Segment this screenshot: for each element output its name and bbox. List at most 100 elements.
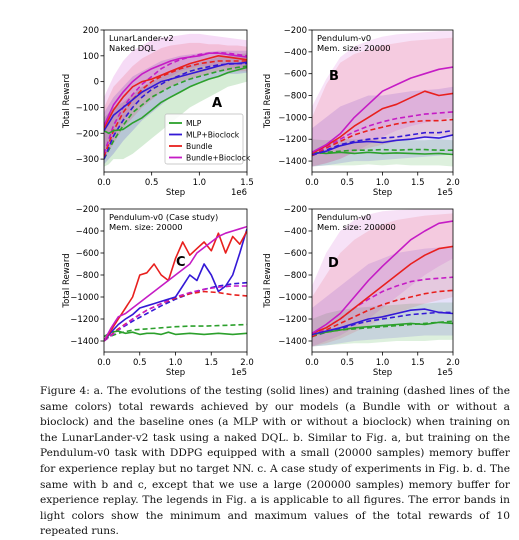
training-series-line bbox=[312, 129, 453, 157]
x-tick-label: 0.0 bbox=[305, 178, 319, 188]
y-tick-label: −1400 bbox=[278, 157, 307, 167]
y-tick-label: −400 bbox=[284, 227, 307, 237]
error-band bbox=[312, 209, 453, 347]
y-tick-label: −1000 bbox=[278, 293, 307, 303]
testing-series-line bbox=[312, 245, 453, 335]
testing-series-line bbox=[312, 321, 453, 336]
legend-entry-label: Bundle+Bioclock bbox=[186, 153, 251, 162]
y-axis-label: Total Reward bbox=[263, 74, 273, 129]
panel-letter: C bbox=[176, 255, 186, 270]
training-series-line bbox=[104, 60, 247, 157]
y-tick-label: −400 bbox=[76, 227, 99, 237]
testing-series-line bbox=[104, 230, 247, 342]
y-tick-label: 0 bbox=[94, 78, 99, 88]
y-tick-label: −1200 bbox=[70, 315, 99, 325]
training-series-line bbox=[104, 281, 247, 342]
testing-series-line bbox=[104, 225, 247, 342]
testing-series-line bbox=[104, 52, 247, 126]
x-tick-label: 2.0 bbox=[240, 358, 254, 368]
y-tick-label: −400 bbox=[284, 48, 307, 58]
error-band bbox=[104, 42, 247, 160]
y-tick-label: −1200 bbox=[278, 135, 307, 145]
y-tick-label: −800 bbox=[284, 271, 307, 281]
panel-letter: B bbox=[329, 69, 339, 84]
y-axis-label: Total Reward bbox=[62, 253, 72, 308]
y-tick-label: −200 bbox=[284, 26, 307, 36]
panel-annotation: Pendulum-v0 (Case study) bbox=[109, 212, 218, 222]
x-axis-label: Step bbox=[373, 188, 392, 198]
y-tick-label: −200 bbox=[76, 205, 99, 215]
y-axis-label: Total Reward bbox=[62, 74, 72, 129]
testing-series-line bbox=[312, 66, 453, 154]
error-band bbox=[312, 31, 453, 167]
plot-area bbox=[312, 31, 453, 167]
x-axis-exponent: 1e5 bbox=[231, 368, 247, 378]
legend-box bbox=[164, 113, 244, 165]
x-tick-label: 1.5 bbox=[204, 358, 218, 368]
y-tick-label: −800 bbox=[284, 92, 307, 102]
chart-panel-a: 0.0 0.5 1.0 1.5 −300 −200 −100 0 100 200 Step 1e6 To… bbox=[62, 26, 254, 198]
figure-caption: Figure 4: a. The evolutions of the testi… bbox=[40, 385, 510, 538]
x-tick-label: 1.0 bbox=[376, 358, 390, 368]
y-tick-label: 200 bbox=[83, 26, 99, 36]
error-band bbox=[312, 247, 453, 347]
training-series-line bbox=[312, 289, 453, 338]
testing-series-line bbox=[312, 220, 453, 334]
x-axis-label: Step bbox=[166, 188, 185, 198]
panel-annotation: Mem. size: 20000 bbox=[317, 43, 391, 53]
chart-panel-d: 0.0 0.5 1.0 1.5 2.0 −1400 −1200 −1000 −800 −600 −4… bbox=[263, 205, 460, 378]
x-tick-label: 0.0 bbox=[97, 178, 111, 188]
y-tick-label: −1000 bbox=[70, 293, 99, 303]
x-tick-label: 1.5 bbox=[411, 358, 425, 368]
x-tick-label: 2.0 bbox=[446, 358, 460, 368]
panel-annotation: Naked DQL bbox=[109, 43, 156, 53]
axes-frame bbox=[103, 29, 248, 173]
x-tick-label: 1.0 bbox=[193, 178, 207, 188]
testing-series-line bbox=[104, 61, 247, 132]
error-band bbox=[104, 33, 247, 160]
legend-entry-label: Bundle bbox=[186, 142, 213, 151]
y-tick-label: −1400 bbox=[70, 337, 99, 347]
testing-series-line bbox=[312, 90, 453, 155]
y-tick-label: −1400 bbox=[278, 337, 307, 347]
training-series-line bbox=[312, 111, 453, 156]
testing-series-line bbox=[312, 134, 453, 156]
panel-letter: A bbox=[212, 96, 222, 111]
panel-annotation: Mem. size: 200000 bbox=[317, 222, 396, 232]
y-tick-label: 100 bbox=[83, 52, 99, 62]
x-tick-label: 0.5 bbox=[340, 178, 354, 188]
x-tick-label: 1.5 bbox=[411, 178, 425, 188]
panel-annotation: Mem. size: 20000 bbox=[109, 222, 183, 232]
plot-area bbox=[312, 209, 453, 347]
testing-series-line bbox=[104, 66, 247, 135]
plot-area bbox=[104, 225, 247, 342]
x-axis-label: Step bbox=[166, 368, 185, 378]
x-tick-label: 1.5 bbox=[240, 178, 254, 188]
y-tick-label: −1200 bbox=[278, 315, 307, 325]
x-axis-label: Step bbox=[373, 368, 392, 378]
panel-annotation: LunarLander-v2 bbox=[109, 33, 174, 43]
chart-panel-b: 0.0 0.5 1.0 1.5 2.0 −1400 −1200 −1000 −800 −600 −4… bbox=[263, 26, 460, 198]
testing-series-line bbox=[312, 151, 453, 156]
testing-series-line bbox=[312, 308, 453, 336]
x-tick-label: 1.0 bbox=[376, 178, 390, 188]
x-axis-exponent: 1e5 bbox=[437, 188, 453, 198]
panel-annotation: Pendulum-v0 bbox=[317, 33, 371, 43]
x-tick-label: 0.5 bbox=[133, 358, 147, 368]
testing-series-line bbox=[104, 330, 247, 338]
x-tick-label: 0.0 bbox=[97, 358, 111, 368]
y-tick-label: −600 bbox=[76, 249, 99, 259]
y-tick-label: −600 bbox=[284, 249, 307, 259]
chart-panel-c: 0.0 0.5 1.0 1.5 2.0 −1400 −1200 −1000 −800 −600 −4… bbox=[62, 205, 254, 378]
error-band bbox=[104, 50, 247, 165]
x-axis-exponent: 1e6 bbox=[231, 188, 247, 198]
testing-series-line bbox=[104, 228, 247, 342]
x-tick-label: 0.5 bbox=[145, 178, 159, 188]
y-tick-label: −100 bbox=[76, 103, 99, 113]
x-tick-label: 2.0 bbox=[446, 178, 460, 188]
y-tick-label: −300 bbox=[76, 155, 99, 165]
x-axis-exponent: 1e5 bbox=[437, 368, 453, 378]
x-tick-label: 0.0 bbox=[305, 358, 319, 368]
y-tick-label: −200 bbox=[284, 205, 307, 215]
